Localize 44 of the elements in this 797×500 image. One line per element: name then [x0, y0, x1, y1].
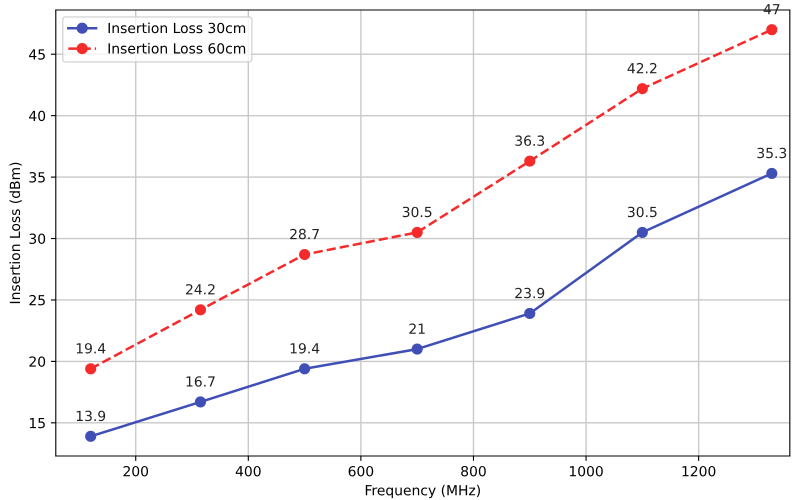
data-label: 19.4 — [290, 343, 320, 354]
y-tick-label: 20 — [29, 356, 46, 367]
point — [636, 83, 648, 94]
legend-label: Insertion Loss 60cm — [108, 42, 246, 54]
data-label: 16.7 — [186, 376, 215, 387]
data-label: 42.2 — [628, 62, 656, 74]
x-axis-title: Frequency (MHz) — [366, 484, 480, 498]
point — [636, 226, 648, 238]
x-tick-label: 600 — [348, 466, 374, 476]
data-label: 28.7 — [290, 228, 319, 240]
data-label: 30.5 — [402, 206, 432, 218]
y-tick-label: 35 — [29, 172, 45, 183]
y-tick-label: 25 — [29, 294, 45, 306]
point — [299, 363, 310, 374]
data-label: 19.4 — [76, 343, 106, 354]
x-tick-label: 400 — [236, 466, 261, 476]
x-tick-label: 200 — [123, 466, 148, 476]
data-label: 21 — [409, 323, 425, 334]
point — [524, 156, 536, 167]
y-tick-label: 15 — [30, 418, 45, 428]
point — [194, 304, 206, 316]
x-tick-label: 1000 — [570, 466, 603, 476]
data-label: 24.2 — [186, 284, 215, 294]
point — [299, 248, 310, 260]
x-tick-label: 1200 — [682, 466, 716, 476]
data-label: 35.3 — [757, 148, 786, 158]
point — [524, 308, 536, 320]
y-tick-label: 45 — [29, 49, 45, 60]
data-label: 30.5 — [628, 206, 657, 218]
point — [194, 396, 206, 408]
point — [412, 226, 423, 238]
y-axis-title: Insertion Loss (dBm) — [9, 162, 22, 304]
point — [766, 24, 778, 36]
point — [412, 344, 423, 355]
x-tick-label: 800 — [461, 466, 486, 476]
point — [85, 363, 96, 374]
y-tick-label: 30 — [29, 233, 46, 244]
point — [766, 168, 778, 179]
data-label: 23.9 — [515, 288, 544, 298]
point — [85, 430, 96, 442]
legend-label: Insertion Loss 30cm — [108, 22, 246, 34]
data-label: 13.9 — [76, 410, 106, 422]
data-label: 36.3 — [515, 135, 544, 146]
y-tick-label: 40 — [29, 110, 46, 122]
